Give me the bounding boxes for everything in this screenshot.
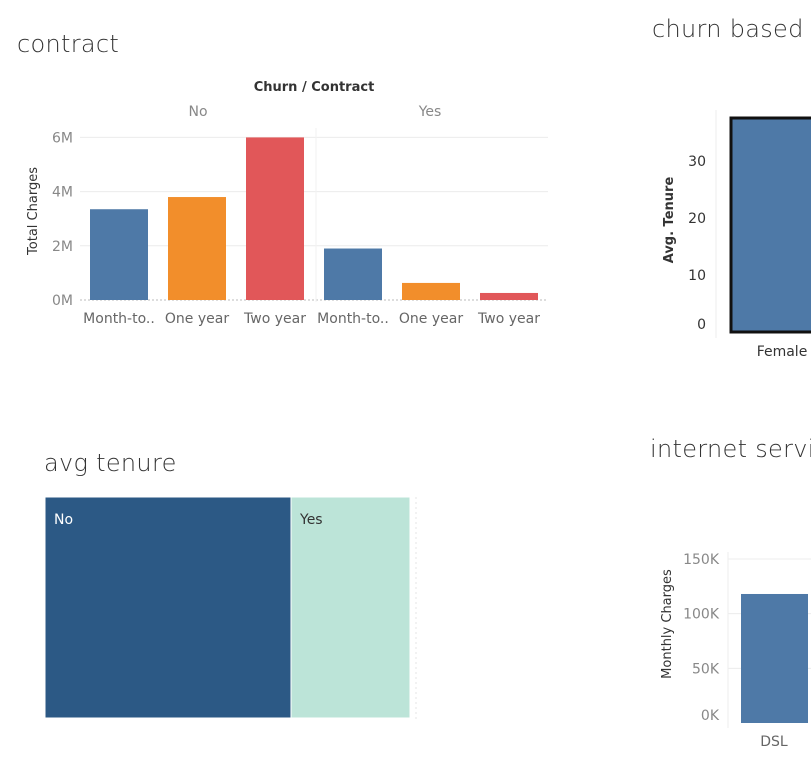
internet-ytick-label: 150K <box>683 552 720 568</box>
contract-bar <box>480 292 538 300</box>
gender-ytick-label: 0 <box>697 317 706 333</box>
internet-ytick-label: 0K <box>701 708 720 724</box>
tenure-cell-label: Yes <box>299 512 323 528</box>
gender-ytick-label: 30 <box>688 154 706 170</box>
gender-ytick-label: 10 <box>688 268 706 284</box>
contract-header: Churn / Contract <box>254 80 375 95</box>
contract-bar <box>246 137 304 300</box>
contract-bar <box>324 248 382 300</box>
tenure-cell <box>44 496 292 719</box>
contract-bar <box>90 209 148 300</box>
contract-ytick-label: 4M <box>52 185 73 201</box>
gender-ytick-label: 20 <box>688 211 706 227</box>
tenure-cell <box>290 496 411 719</box>
group-label-yes: Yes <box>418 104 442 120</box>
contract-category-label: One year <box>399 311 463 327</box>
internet-ytick-label: 100K <box>683 607 720 623</box>
contract-ylabel: Total Charges <box>26 167 41 256</box>
contract-bar <box>168 197 226 300</box>
internet-category-label: DSL <box>760 734 788 750</box>
contract-ytick-label: 0M <box>52 293 73 309</box>
contract-category-label: One year <box>165 311 229 327</box>
tenure-cell-label: No <box>54 512 73 528</box>
contract-category-label: Two year <box>243 311 306 327</box>
contract-ytick-label: 2M <box>52 239 73 255</box>
gender-bar <box>729 116 811 334</box>
churn-gender-title: churn based c <box>652 15 811 43</box>
contract-category-label: Two year <box>477 311 540 327</box>
internet-ylabel: Monthly Charges <box>660 569 675 679</box>
contract-bar <box>402 282 460 300</box>
group-label-no: No <box>188 104 207 120</box>
internet-bar <box>741 593 808 723</box>
gender-category-label: Female <box>757 344 808 360</box>
internet-ytick-label: 50K <box>692 661 720 677</box>
contract-ytick-label: 6M <box>52 130 73 146</box>
gender-ylabel: Avg. Tenure <box>662 177 677 264</box>
contract-title: contract <box>17 30 120 58</box>
contract-category-label: Month-to.. <box>83 311 155 327</box>
avg-tenure-title: avg tenure <box>44 449 177 477</box>
contract-category-label: Month-to.. <box>317 311 389 327</box>
internet-title: internet servi <box>650 435 811 463</box>
